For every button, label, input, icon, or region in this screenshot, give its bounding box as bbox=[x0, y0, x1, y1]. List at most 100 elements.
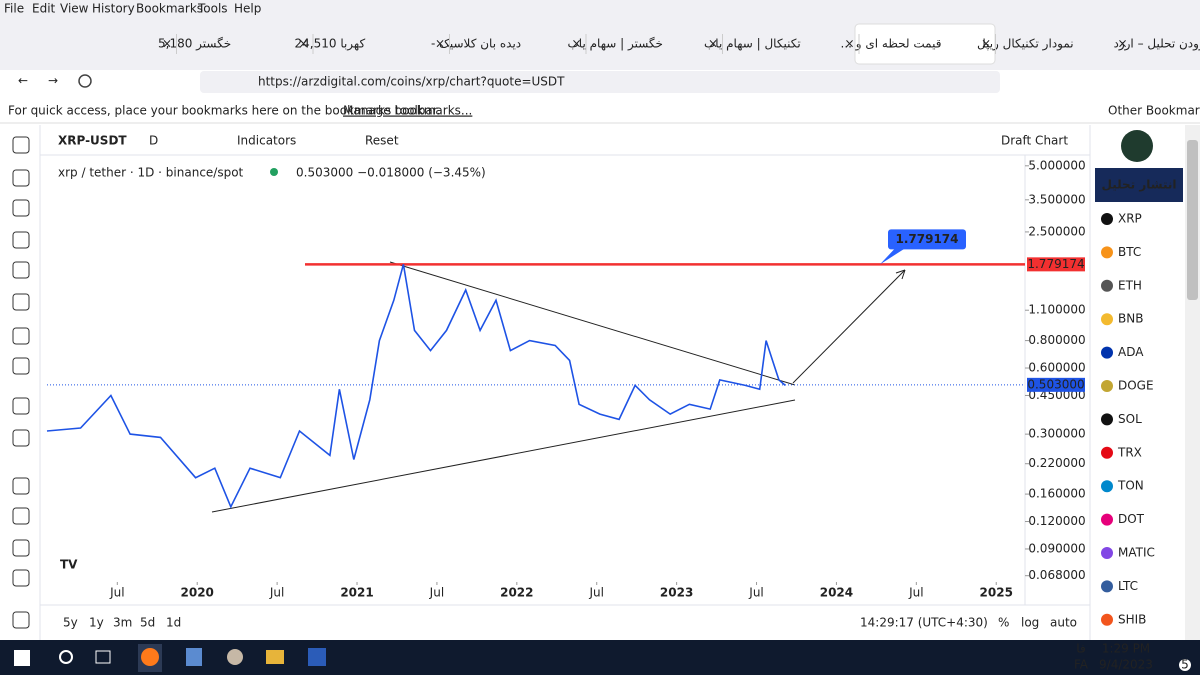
coin-name[interactable]: LTC bbox=[1118, 579, 1138, 593]
coin-name[interactable]: DOGE bbox=[1118, 379, 1154, 393]
drawing-tool[interactable] bbox=[12, 357, 30, 375]
tab-title[interactable]: قیمت لحظه ای و ... bbox=[841, 37, 942, 52]
tab-close[interactable]: × bbox=[1118, 37, 1128, 51]
coin-name[interactable]: TON bbox=[1117, 479, 1144, 493]
coin-name[interactable]: TRX bbox=[1117, 445, 1142, 459]
app-icon[interactable] bbox=[186, 648, 202, 666]
coin-name[interactable]: BTC bbox=[1118, 245, 1141, 259]
coin-icon[interactable] bbox=[1101, 613, 1113, 626]
scale-option[interactable]: % bbox=[998, 616, 1009, 630]
tab-close[interactable]: × bbox=[435, 37, 445, 51]
search-button[interactable] bbox=[59, 650, 73, 664]
menu-item[interactable]: Bookmarks bbox=[136, 2, 203, 16]
tab-close[interactable]: × bbox=[708, 37, 718, 51]
scale-option[interactable]: log bbox=[1021, 616, 1039, 630]
x-tick-label: Jul bbox=[269, 586, 284, 600]
tab-close[interactable]: × bbox=[572, 37, 582, 51]
drawing-tool[interactable] bbox=[12, 293, 30, 311]
coin-name[interactable]: ETH bbox=[1118, 278, 1142, 292]
coin-icon[interactable] bbox=[1101, 480, 1113, 493]
reload-button[interactable] bbox=[78, 74, 92, 88]
menu-item[interactable]: Edit bbox=[32, 2, 56, 16]
coin-icon[interactable] bbox=[1101, 580, 1113, 593]
x-tick-label: Jul bbox=[429, 586, 444, 600]
coin-icon[interactable] bbox=[1101, 446, 1113, 459]
symbol[interactable]: XRP-USDT bbox=[58, 134, 127, 148]
drawing-tool[interactable] bbox=[12, 136, 30, 154]
forward-button[interactable]: → bbox=[48, 74, 58, 88]
app-icon[interactable] bbox=[266, 650, 284, 664]
drawing-tool[interactable] bbox=[12, 507, 30, 525]
tab-close[interactable]: × bbox=[981, 37, 991, 51]
draft-chart[interactable]: Draft Chart bbox=[1001, 134, 1068, 148]
menu-item[interactable]: Help bbox=[234, 2, 261, 16]
back-button[interactable]: ← bbox=[18, 74, 28, 88]
coin-icon[interactable] bbox=[1101, 380, 1113, 392]
drawing-tool[interactable] bbox=[12, 569, 30, 587]
coin-name[interactable]: MATIC bbox=[1118, 546, 1155, 560]
legend-dot bbox=[270, 168, 278, 176]
indicators[interactable]: Indicators bbox=[237, 134, 296, 148]
drawing-tool[interactable] bbox=[12, 611, 30, 629]
drawing-tool[interactable] bbox=[12, 327, 30, 345]
drawing-tool[interactable] bbox=[12, 231, 30, 249]
coin-icon[interactable] bbox=[1101, 279, 1113, 292]
menu-item[interactable]: History bbox=[92, 2, 135, 16]
scrollbar-thumb[interactable] bbox=[1187, 140, 1198, 300]
tab-title[interactable]: کهربا 24,510 bbox=[295, 37, 366, 52]
menu-item[interactable]: View bbox=[60, 2, 89, 16]
drawing-tool[interactable] bbox=[12, 169, 30, 187]
tab-title[interactable]: خگستر | سهام یاب bbox=[568, 37, 663, 52]
timeframe[interactable]: 3m bbox=[113, 616, 132, 630]
task-view[interactable] bbox=[95, 650, 111, 664]
bookmarks-link[interactable]: Manage bookmarks... bbox=[343, 104, 472, 118]
firefox-icon[interactable] bbox=[141, 648, 159, 666]
tab-title[interactable]: تکنیکال | سهام یاب bbox=[704, 37, 801, 51]
tab-title[interactable]: دیده بان کلاسیک - bbox=[431, 37, 521, 51]
drawing-tool[interactable] bbox=[12, 539, 30, 557]
tab-title[interactable]: افزودن تحلیل – ارزد bbox=[1114, 37, 1200, 52]
coin-icon[interactable] bbox=[1101, 513, 1113, 526]
arrow-head bbox=[895, 269, 906, 280]
badge-count: 5 bbox=[1181, 658, 1189, 672]
timeframe[interactable]: 1y bbox=[89, 616, 104, 630]
coin-icon[interactable] bbox=[1101, 413, 1113, 426]
interval[interactable]: D bbox=[149, 134, 158, 148]
tab-close[interactable]: × bbox=[845, 37, 855, 51]
drawing-tool[interactable] bbox=[12, 397, 30, 415]
coin-name[interactable]: SHIB bbox=[1118, 612, 1146, 626]
level-axis-label: 1.779174 bbox=[1027, 257, 1084, 271]
word-icon[interactable] bbox=[308, 648, 326, 666]
timeframe[interactable]: 1d bbox=[166, 616, 181, 630]
tab-title[interactable]: نمودار تکنیکال ریپل bbox=[977, 37, 1074, 52]
timeframe[interactable]: 5d bbox=[140, 616, 155, 630]
tab-close[interactable]: × bbox=[162, 37, 172, 51]
coin-name[interactable]: SOL bbox=[1118, 412, 1142, 426]
coin-name[interactable]: DOT bbox=[1118, 512, 1145, 526]
menu-item[interactable]: File bbox=[4, 2, 24, 16]
tab-close[interactable]: × bbox=[299, 37, 309, 51]
drawing-tool[interactable] bbox=[12, 199, 30, 217]
coin-icon[interactable] bbox=[1101, 213, 1113, 225]
coin-icon[interactable] bbox=[1101, 346, 1113, 359]
reset[interactable]: Reset bbox=[365, 134, 399, 148]
drawing-tool[interactable] bbox=[12, 429, 30, 447]
coin-icon[interactable] bbox=[1101, 246, 1113, 259]
menu-item[interactable]: Tools bbox=[197, 2, 228, 16]
other-bookmarks[interactable]: Other Bookmarks bbox=[1108, 104, 1200, 118]
url[interactable]: https://arzdigital.com/coins/xrp/chart?q… bbox=[258, 75, 565, 89]
app-icon[interactable] bbox=[227, 649, 243, 665]
coin-name[interactable]: ADA bbox=[1118, 345, 1144, 359]
timeframe[interactable]: 5y bbox=[63, 616, 78, 630]
coin-name[interactable]: BNB bbox=[1118, 312, 1143, 326]
scale-option[interactable]: auto bbox=[1050, 616, 1077, 630]
start-button[interactable] bbox=[14, 650, 30, 666]
url-field[interactable] bbox=[200, 71, 1000, 93]
coin-icon[interactable] bbox=[1101, 547, 1113, 559]
coin-name[interactable]: XRP bbox=[1118, 212, 1142, 226]
x-tick-label: Jul bbox=[908, 586, 923, 600]
notification-badge[interactable] bbox=[1179, 659, 1191, 671]
drawing-tool[interactable] bbox=[12, 477, 30, 495]
drawing-tool[interactable] bbox=[12, 261, 30, 279]
coin-icon[interactable] bbox=[1101, 313, 1113, 326]
